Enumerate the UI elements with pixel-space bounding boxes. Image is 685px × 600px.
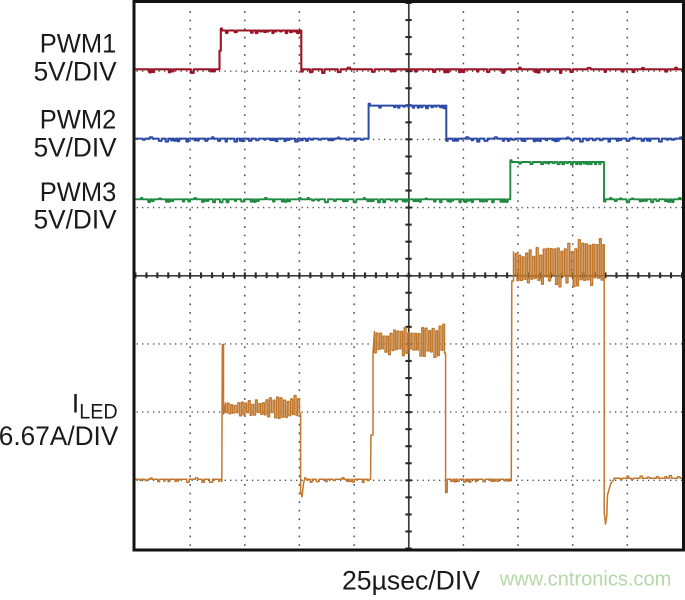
svg-text:PWM1: PWM1 (40, 28, 117, 58)
svg-text:6.67A/DIV: 6.67A/DIV (0, 421, 118, 451)
svg-text:PWM3: PWM3 (40, 177, 117, 207)
svg-text:I: I (72, 389, 80, 419)
svg-text:25µsec/DIV: 25µsec/DIV (342, 565, 480, 595)
svg-text:LED: LED (79, 400, 118, 424)
svg-text:5V/DIV: 5V/DIV (34, 132, 117, 162)
svg-text:5V/DIV: 5V/DIV (34, 57, 117, 87)
svg-text:www.cntronics.com: www.cntronics.com (499, 569, 672, 591)
svg-text:PWM2: PWM2 (40, 105, 117, 135)
svg-text:5V/DIV: 5V/DIV (34, 205, 117, 235)
